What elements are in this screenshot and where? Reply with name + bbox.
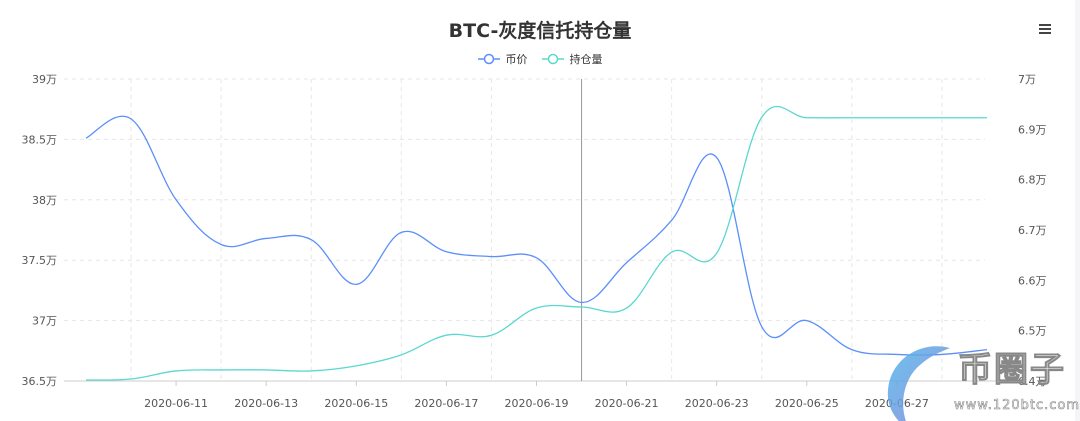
legend: 币价 持仓量 [0,51,1080,67]
hamburger-menu-icon[interactable] [1039,24,1051,34]
y-right-tick-label: 6.6万 [1018,274,1047,287]
legend-item-price[interactable]: 币价 [477,51,528,67]
x-tick-label: 2020-06-11 [144,397,208,410]
x-tick-label: 2020-06-17 [414,397,478,410]
x-tick-label: 2020-06-19 [505,397,569,410]
x-tick-label: 2020-06-25 [775,397,839,410]
y-left-tick-label: 38万 [32,194,57,207]
legend-line-circle-icon [477,53,500,65]
x-tick-label: 2020-06-23 [685,397,749,410]
legend-label: 持仓量 [569,53,603,66]
price-line[interactable] [85,115,988,356]
y-right-tick-label: 6.9万 [1018,123,1047,136]
holdings-line[interactable] [85,105,987,381]
right-margin-strip [1075,0,1080,421]
legend-item-holdings[interactable]: 持仓量 [541,51,603,67]
y-right-tick-label: 6.7万 [1018,224,1047,237]
x-tick-label: 2020-06-27 [865,397,929,410]
y-right-tick-label: 7万 [1018,73,1036,86]
y-left-tick-label: 37万 [32,315,57,328]
y-right-tick-label: 6.8万 [1018,174,1047,187]
y-left-tick-label: 38.5万 [22,133,58,146]
y-left-tick-label: 37.5万 [22,254,58,267]
y-left-tick-label: 39万 [32,73,57,86]
chart-title: BTC-灰度信托持仓量 [448,20,632,42]
x-tick-label: 2020-06-15 [324,397,388,410]
x-tick-label: 2020-06-21 [595,397,659,410]
y-right-tick-label: 6.4万 [1018,375,1047,388]
y-left-tick-label: 36.5万 [22,375,58,388]
legend-line-circle-icon [541,53,564,65]
y-right-tick-label: 6.5万 [1018,325,1047,338]
legend-label: 币价 [505,53,528,66]
x-tick-label: 2020-06-13 [234,397,298,410]
